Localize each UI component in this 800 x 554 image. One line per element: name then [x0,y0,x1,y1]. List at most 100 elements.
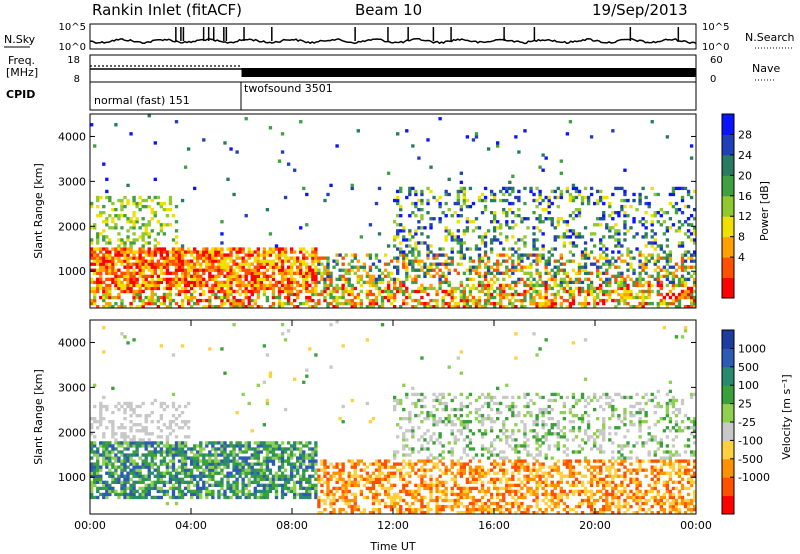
data-cell [217,265,221,269]
data-cell [577,277,582,282]
data-cell [208,286,212,291]
data-cell [138,471,142,475]
data-cell [320,292,324,297]
data-cell [647,253,651,257]
data-cell [623,189,627,194]
data-cell [411,401,415,406]
data-cell [177,426,182,430]
data-cell [417,486,421,491]
data-cell [662,298,666,303]
data-cell [411,268,415,272]
data-cell [150,277,154,282]
data-cell [171,250,176,254]
noise-traces [89,27,697,45]
data-cell [586,289,591,294]
data-cell [459,289,463,294]
data-cell [420,189,424,194]
data-cell [553,280,557,285]
data-cell [289,256,294,260]
data-cell [217,280,221,285]
data-cell [250,456,254,460]
data-cell [241,444,245,448]
data-cell [459,295,463,300]
data-cell [365,304,370,309]
data-cell [199,274,203,278]
data-cell [165,438,170,442]
data-cell [286,459,291,463]
data-cell [426,441,430,445]
data-cell [193,301,197,306]
data-cell [462,189,467,194]
data-cell [435,465,439,469]
data-cell [293,480,297,484]
data-cell [277,456,282,460]
data-cell [486,280,491,285]
data-cell [586,253,591,257]
data-cell [256,259,260,263]
data-cell [220,265,224,269]
data-cell [180,256,185,260]
data-cell [96,453,100,457]
data-cell [465,426,470,430]
data-cell [186,298,191,303]
data-cell [141,259,145,263]
data-cell [286,295,291,300]
data-cell [589,192,594,197]
data-cell [280,471,285,475]
data-cell [541,301,545,306]
data-cell [114,214,118,218]
data-cell [556,283,560,288]
data-cell [599,286,603,291]
data-cell [462,186,467,191]
data-cell [202,250,206,254]
data-cell [229,441,233,445]
data-cell [314,280,318,285]
data-cell [405,492,409,497]
data-cell [235,477,239,481]
data-cell [126,201,130,206]
data-cell [265,489,270,494]
data-cell [135,462,139,466]
data-cell [499,283,503,288]
data-cell [414,298,418,303]
data-cell [553,259,557,263]
data-cell [299,459,303,463]
data-cell [377,507,382,512]
data-cell [435,438,439,442]
data-cell [611,298,615,303]
data-cell [459,492,463,497]
data-cell [499,241,503,245]
data-cell [526,271,530,275]
data-cell [147,453,151,457]
data-cell [132,492,136,497]
data-cell [420,435,424,439]
data-cell [644,265,648,269]
data-cell [186,483,191,488]
data-cell [574,232,579,236]
data-cell [226,480,230,484]
data-cell [283,195,288,200]
data-cell [680,274,685,278]
data-cell [417,198,421,203]
data-cell [638,250,642,254]
data-cell [529,283,533,288]
data-cell [268,286,273,291]
data-cell [280,474,285,478]
freq-trace-twofsound [241,68,696,77]
data-cell [674,283,679,288]
data-cell [505,186,509,191]
data-cell [411,280,415,285]
data-cell [299,265,303,269]
data-cell [153,292,157,297]
data-cell [90,495,94,500]
data-cell [117,217,121,221]
data-cell [299,259,303,263]
data-cell [559,159,563,163]
data-cell [329,477,333,481]
data-cell [374,280,379,285]
data-cell [577,232,582,236]
colorbar-swatch [722,114,734,135]
data-cell [465,477,470,481]
data-cell [189,277,194,282]
data-cell [499,301,503,306]
